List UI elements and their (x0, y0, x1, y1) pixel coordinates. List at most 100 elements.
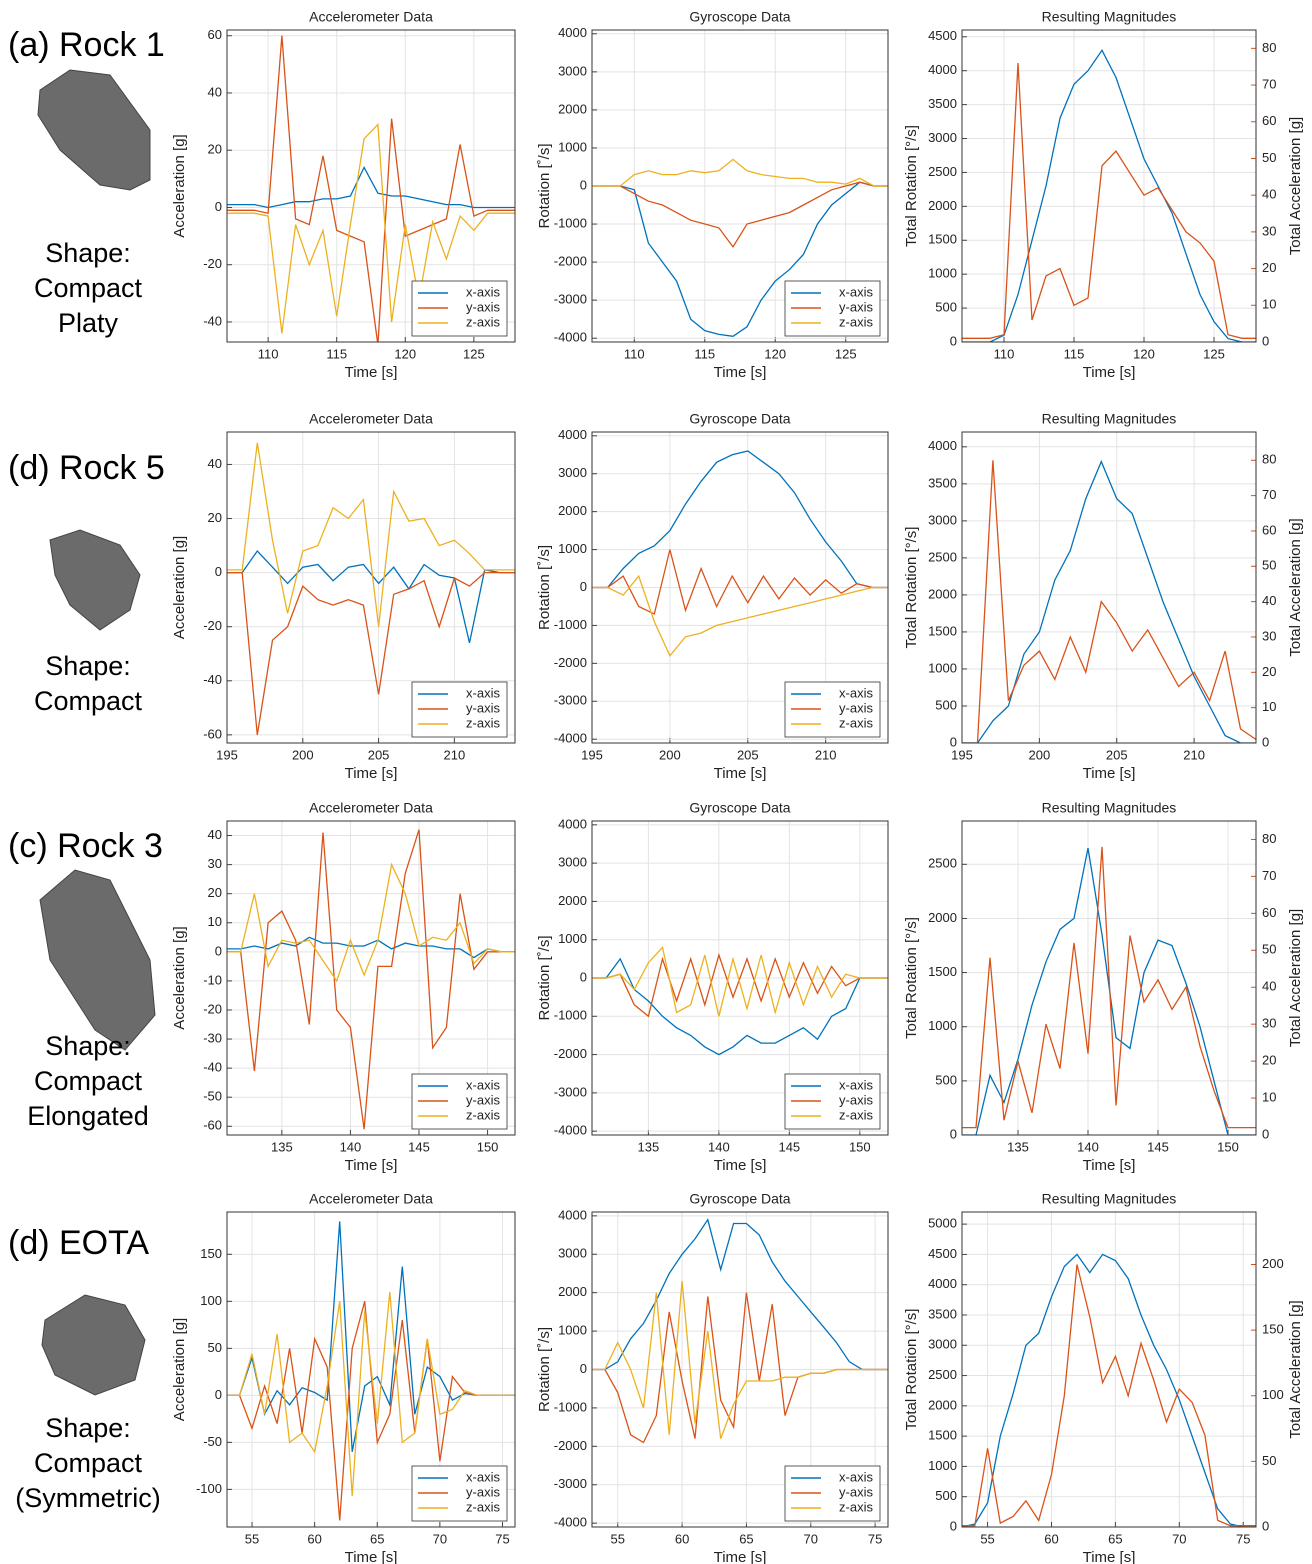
y2-tick-label: 0 (1262, 734, 1269, 749)
x-tick-label: 150 (477, 1139, 499, 1154)
y2-tick-label: 0 (1262, 333, 1269, 348)
x-tick-label: 110 (994, 346, 1015, 361)
shape-text: Compact (34, 1066, 143, 1096)
y-tick-label: 4000 (558, 1207, 587, 1222)
y-tick-label: 3500 (928, 1306, 957, 1321)
series-line (962, 460, 1256, 743)
y-tick-label: 1000 (928, 1018, 957, 1033)
y2-tick-label: 20 (1262, 1053, 1276, 1068)
legend-label: x-axis (466, 1469, 500, 1484)
y-tick-label: 0 (215, 1387, 222, 1402)
x-tick-label: 140 (340, 1139, 362, 1154)
y-tick-label: 0 (580, 177, 587, 192)
x-axis-label: Time [s] (1083, 765, 1136, 782)
x-tick-label: 110 (624, 346, 645, 361)
x-axis-label: Time [s] (345, 1549, 398, 1564)
y-tick-label: -2000 (554, 1046, 587, 1061)
chart-title: Accelerometer Data (309, 800, 433, 816)
y2-tick-label: 40 (1262, 187, 1276, 202)
x-tick-label: 120 (1133, 346, 1155, 361)
plot-frame (961, 1211, 1257, 1528)
shape-text: (Symmetric) (15, 1483, 160, 1513)
y-tick-label: 4500 (928, 1246, 957, 1261)
plot-frame (591, 29, 889, 343)
x-tick-label: 55 (245, 1531, 259, 1546)
legend-label: x-axis (839, 685, 873, 700)
y-tick-label: 1500 (928, 232, 957, 247)
y-tick-label: 0 (580, 969, 587, 984)
x-axis-label: Time [s] (345, 765, 398, 782)
shape-text: Compact (34, 686, 143, 716)
x-axis-label: Time [s] (1083, 1157, 1136, 1174)
y-tick-label: 500 (935, 1072, 957, 1087)
legend-label: y-axis (466, 700, 500, 715)
series-line (227, 936, 515, 959)
y-tick-label: 40 (208, 84, 222, 99)
y-tick-label: -20 (203, 618, 222, 633)
x-tick-label: 210 (815, 747, 837, 762)
y-tick-label: -1000 (554, 1008, 587, 1023)
y2-tick-label: 20 (1262, 260, 1276, 275)
series-line (592, 158, 888, 187)
y-axis-label: Total Rotation [°/s] (903, 527, 920, 649)
y-axis-label: Rotation [˚/s] (536, 935, 553, 1020)
series-line (227, 35, 515, 342)
legend-label: y-axis (839, 700, 873, 715)
y-tick-label: 2500 (928, 549, 957, 564)
plot-frame (591, 1211, 889, 1528)
x-tick-label: 200 (292, 747, 314, 762)
x-axis-label: Time [s] (714, 765, 767, 782)
y-tick-label: -1000 (554, 617, 587, 632)
legend-label: y-axis (839, 1484, 873, 1499)
legend-label: z-axis (466, 1107, 500, 1122)
series-line (227, 862, 515, 983)
y-tick-label: 3000 (558, 1246, 587, 1261)
shape-text: Shape: (45, 651, 131, 681)
series-line (962, 846, 1256, 1129)
rock-shape (41, 1294, 146, 1396)
x-tick-label: 200 (659, 747, 681, 762)
y-tick-label: 3000 (928, 130, 957, 145)
x-axis-label: Time [s] (1083, 364, 1136, 381)
plot-frame (591, 431, 889, 744)
shape-text: Compact (34, 1448, 143, 1478)
legend-label: x-axis (466, 284, 500, 299)
y-tick-label: 2000 (928, 198, 957, 213)
y-axis-label: Total Rotation [°/s] (903, 917, 920, 1039)
legend-label: z-axis (466, 715, 500, 730)
y-tick-label: 50 (208, 1340, 222, 1355)
y-tick-label: -3000 (554, 1476, 587, 1491)
x-tick-label: 195 (581, 747, 603, 762)
y2-tick-label: 60 (1262, 522, 1276, 537)
chart-title: Accelerometer Data (309, 1191, 433, 1207)
y-tick-label: 1000 (928, 1458, 957, 1473)
y-tick-label: 2000 (928, 586, 957, 601)
y-tick-label: 1000 (558, 931, 587, 946)
shape-text: Platy (58, 308, 119, 338)
y2-tick-label: 50 (1262, 150, 1276, 165)
legend-label: y-axis (466, 1484, 500, 1499)
series-line (962, 1253, 1256, 1527)
y-tick-label: 10 (208, 914, 222, 929)
y-tick-label: 20 (208, 142, 222, 157)
y-tick-label: 3000 (928, 512, 957, 527)
y-tick-label: -3000 (554, 1084, 587, 1099)
y-tick-label: 1500 (928, 1428, 957, 1443)
y-tick-label: 2000 (558, 101, 587, 116)
y-tick-label: 150 (200, 1246, 222, 1261)
y-tick-label: -4000 (554, 330, 587, 345)
x-tick-label: 115 (694, 346, 715, 361)
y-tick-label: -40 (203, 672, 222, 687)
y-tick-label: 1000 (558, 139, 587, 154)
y-tick-label: 0 (215, 199, 222, 214)
y-tick-label: 20 (208, 885, 222, 900)
x-tick-label: 195 (951, 747, 973, 762)
y-tick-label: 2000 (558, 893, 587, 908)
y-tick-label: 2500 (928, 164, 957, 179)
x-tick-label: 205 (368, 747, 390, 762)
y2-tick-label: 80 (1262, 452, 1276, 467)
series-line (962, 62, 1256, 339)
y-tick-label: 1500 (928, 964, 957, 979)
y2-tick-label: 50 (1262, 942, 1276, 957)
y2-tick-label: 50 (1262, 558, 1276, 573)
